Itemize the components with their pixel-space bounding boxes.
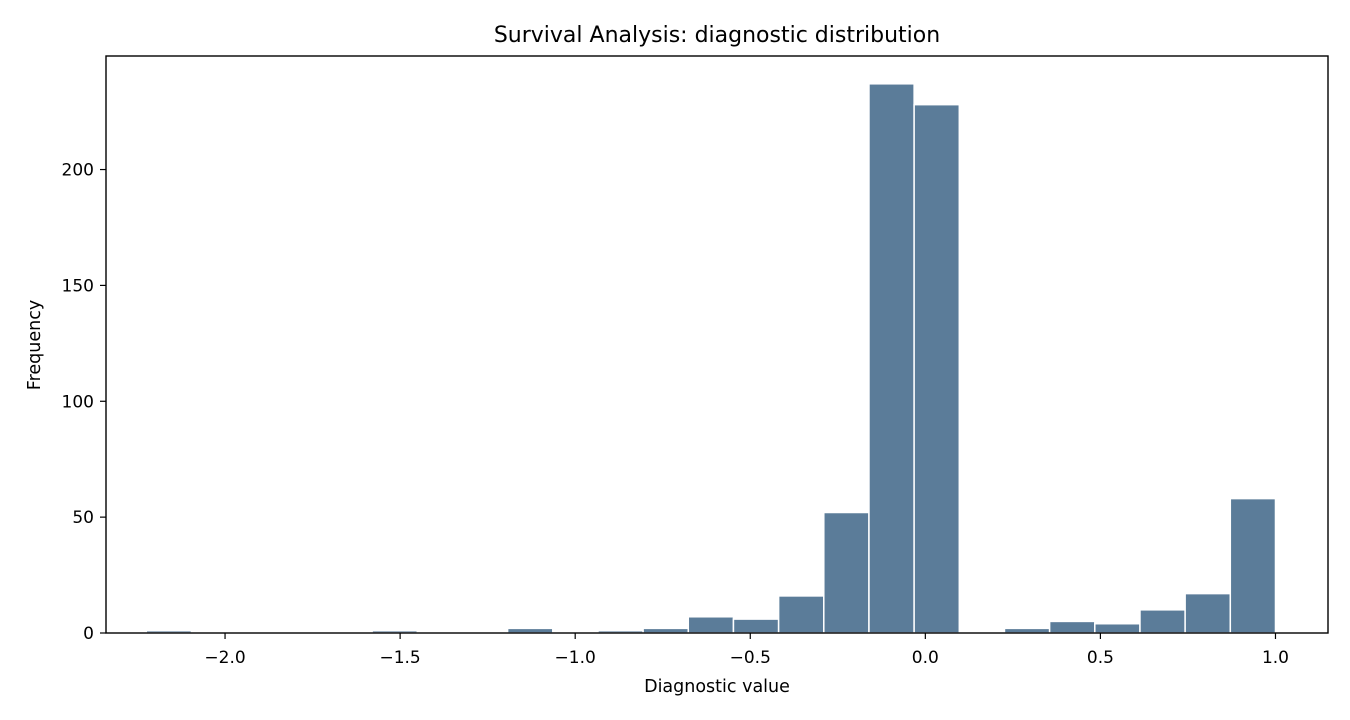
chart-title: Survival Analysis: diagnostic distributi… xyxy=(494,23,940,48)
x-tick-label-0: −2.0 xyxy=(204,648,245,668)
y-axis: 0 50 100 150 200 xyxy=(62,161,106,644)
histogram-bar-15 xyxy=(823,511,870,634)
x-tick-label-4: 0.0 xyxy=(912,648,939,668)
bars-layer xyxy=(145,83,1277,634)
histogram-bar-21 xyxy=(1094,622,1141,634)
histogram-bar-16 xyxy=(868,83,915,634)
histogram-bar-13 xyxy=(732,618,780,634)
x-tick-label-6: 1.0 xyxy=(1262,648,1289,668)
y-axis-label: Frequency xyxy=(25,300,45,390)
x-tick-label-2: −1.0 xyxy=(555,648,596,668)
y-tick-label-4: 200 xyxy=(62,161,94,181)
plot-frame xyxy=(105,55,1329,634)
histogram-bar-22 xyxy=(1139,609,1186,634)
y-tick-label-3: 150 xyxy=(62,276,94,296)
histogram-bar-24 xyxy=(1229,497,1277,634)
x-axis-label: Diagnostic value xyxy=(644,677,790,697)
histogram-bar-14 xyxy=(777,595,825,634)
histogram-bar-23 xyxy=(1184,592,1232,634)
x-axis: −2.0 −1.5 −1.0 −0.5 0.0 0.5 1.0 xyxy=(204,633,1289,668)
x-tick-label-5: 0.5 xyxy=(1087,648,1114,668)
histogram-bar-12 xyxy=(687,616,735,634)
histogram-bar-20 xyxy=(1048,620,1096,634)
x-tick-label-1: −1.5 xyxy=(379,648,420,668)
x-tick-label-3: −0.5 xyxy=(730,648,771,668)
histogram-bar-17 xyxy=(913,103,961,634)
y-tick-label-0: 0 xyxy=(83,624,94,644)
y-tick-label-1: 50 xyxy=(72,508,94,528)
y-tick-label-2: 100 xyxy=(62,392,94,412)
